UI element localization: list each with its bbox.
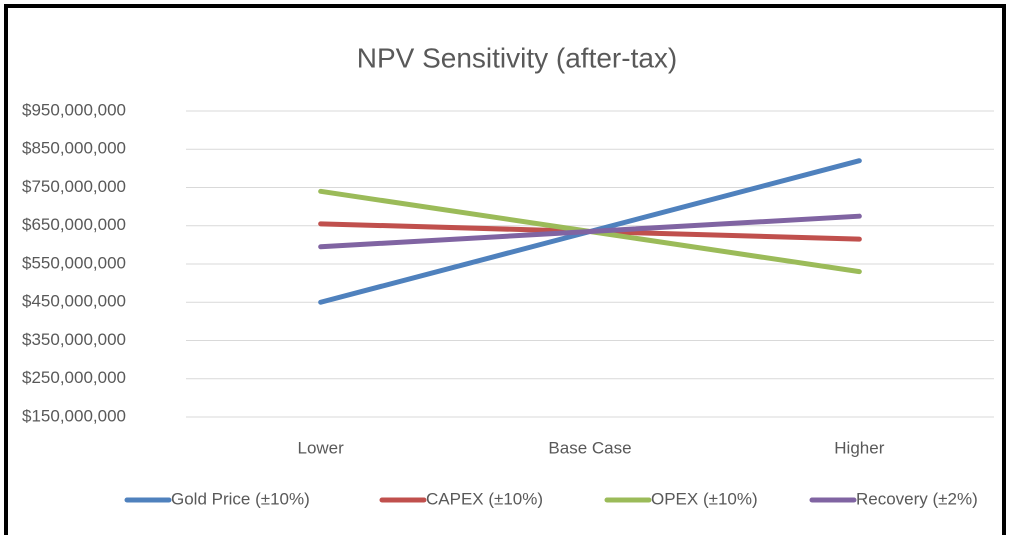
x-tick-label: Lower <box>298 438 345 457</box>
y-tick-label: $750,000,000 <box>22 177 126 196</box>
legend-label: OPEX (±10%) <box>651 489 758 508</box>
y-tick-label: $850,000,000 <box>22 139 126 158</box>
legend-label: Recovery (±2%) <box>856 489 978 508</box>
y-tick-label: $350,000,000 <box>22 330 126 349</box>
x-tick-label: Higher <box>834 438 884 457</box>
y-tick-label: $150,000,000 <box>22 406 126 425</box>
chart-title: NPV Sensitivity (after-tax) <box>357 42 678 73</box>
y-tick-label: $250,000,000 <box>22 368 126 387</box>
x-tick-label: Base Case <box>548 438 631 457</box>
legend-label: CAPEX (±10%) <box>426 489 543 508</box>
y-tick-label: $550,000,000 <box>22 253 126 272</box>
legend-label: Gold Price (±10%) <box>171 489 310 508</box>
series-line <box>318 213 862 250</box>
y-tick-label: $450,000,000 <box>22 292 126 311</box>
y-tick-label: $650,000,000 <box>22 215 126 234</box>
y-tick-label: $950,000,000 <box>22 100 126 119</box>
